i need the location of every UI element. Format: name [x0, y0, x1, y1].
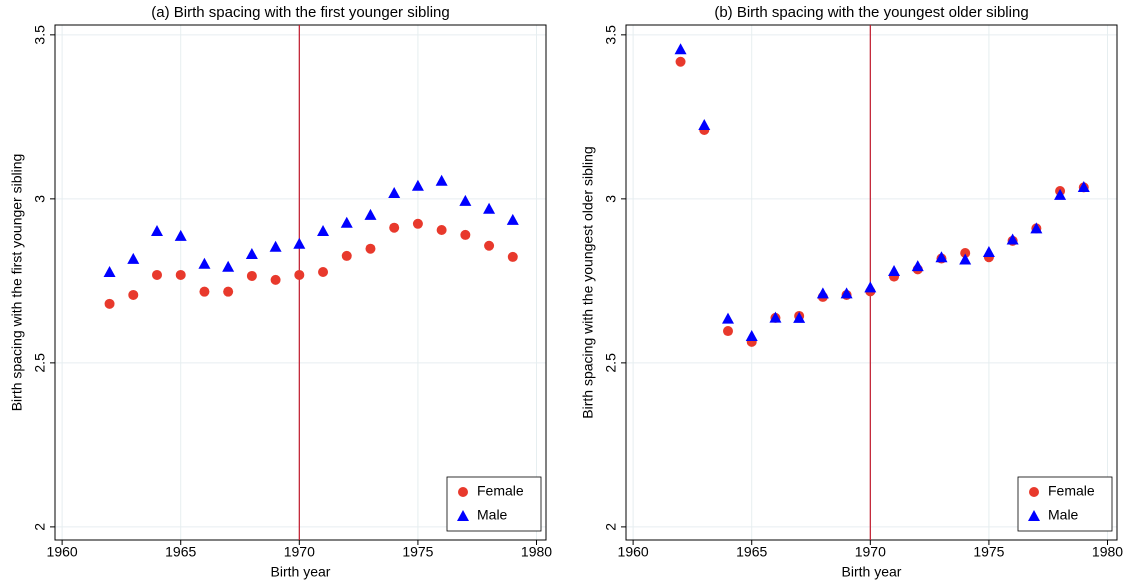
- point: [864, 281, 877, 293]
- point: [840, 287, 853, 299]
- y-axis-label: Birth spacing with the youngest older si…: [580, 146, 596, 418]
- x-tick-label: 1965: [736, 544, 767, 560]
- point: [435, 174, 448, 186]
- x-tick-label: 1970: [284, 544, 315, 560]
- y-axis-label: Birth spacing with the first younger sib…: [9, 154, 25, 412]
- legend-marker: [1029, 487, 1039, 497]
- point: [150, 225, 163, 236]
- x-tick-label: 1970: [855, 544, 886, 560]
- legend-marker: [457, 510, 469, 521]
- point: [888, 265, 901, 277]
- point: [223, 286, 234, 297]
- point: [460, 229, 471, 240]
- point: [982, 245, 995, 257]
- point: [174, 229, 187, 241]
- legend: Female Male: [1017, 476, 1113, 532]
- legend-label: Male: [1048, 507, 1079, 523]
- point: [318, 267, 329, 278]
- point: [128, 289, 139, 300]
- point: [911, 260, 924, 272]
- chart-title: (b) Birth spacing with the youngest olde…: [714, 4, 1028, 21]
- x-tick-label: 1980: [1092, 544, 1123, 560]
- point: [245, 247, 258, 259]
- point: [769, 311, 782, 323]
- point: [1077, 181, 1090, 193]
- point: [960, 247, 971, 258]
- x-tick-label: 1975: [973, 544, 1004, 560]
- point: [317, 225, 330, 236]
- x-tick-label: 1965: [165, 544, 196, 560]
- chart-title: (a) Birth spacing with the first younger…: [151, 4, 449, 21]
- point: [1030, 222, 1043, 234]
- legend-marker: [1028, 510, 1040, 521]
- point: [151, 269, 162, 280]
- point: [270, 274, 281, 285]
- point: [222, 260, 235, 272]
- y-tick-label: 2: [603, 523, 619, 531]
- point: [675, 56, 686, 67]
- point: [674, 43, 687, 55]
- point: [364, 208, 377, 220]
- point: [698, 119, 711, 131]
- x-axis-label: Birth year: [842, 564, 902, 580]
- legend-marker: [458, 487, 468, 497]
- point: [198, 257, 211, 269]
- point: [365, 243, 376, 254]
- y-tick-label: 2.5: [603, 353, 619, 373]
- x-tick-label: 1960: [47, 544, 78, 560]
- plot-frame: [54, 24, 547, 541]
- panel: (a) Birth spacing with the first younger…: [9, 4, 553, 580]
- point: [506, 213, 519, 225]
- y-tick-label: 3.5: [603, 25, 619, 45]
- point: [412, 218, 423, 229]
- x-tick-label: 1980: [521, 544, 552, 560]
- point: [793, 311, 806, 323]
- point: [959, 253, 972, 265]
- point: [459, 194, 472, 206]
- point: [1006, 233, 1019, 245]
- point: [1054, 188, 1067, 200]
- x-tick-label: 1975: [402, 544, 433, 560]
- point: [103, 266, 116, 278]
- y-tick-label: 2: [32, 523, 48, 531]
- y-tick-label: 3: [32, 195, 48, 203]
- point: [341, 250, 352, 261]
- y-tick-label: 3.5: [32, 25, 48, 45]
- point: [507, 251, 518, 262]
- y-tick-label: 2.5: [32, 353, 48, 373]
- point: [721, 312, 734, 324]
- x-tick-label: 1960: [618, 544, 649, 560]
- point: [389, 222, 400, 233]
- point: [411, 179, 424, 191]
- x-axis-label: Birth year: [271, 564, 331, 580]
- legend-label: Female: [477, 483, 524, 499]
- point: [722, 326, 733, 337]
- legend-label: Male: [477, 507, 508, 523]
- point: [340, 216, 353, 228]
- point: [246, 270, 257, 281]
- plot-frame: [625, 24, 1118, 541]
- point: [816, 287, 829, 299]
- point: [199, 286, 210, 297]
- point: [436, 225, 447, 236]
- point: [484, 240, 495, 251]
- point: [293, 237, 306, 249]
- point: [127, 252, 140, 264]
- legend-box: [1017, 476, 1113, 532]
- point: [104, 298, 115, 309]
- point: [483, 202, 496, 214]
- panel: (b) Birth spacing with the youngest olde…: [580, 4, 1124, 580]
- point: [269, 240, 282, 252]
- legend-label: Female: [1048, 483, 1095, 499]
- point: [175, 269, 186, 280]
- point: [388, 186, 401, 198]
- point: [935, 251, 948, 263]
- y-tick-label: 3: [603, 195, 619, 203]
- legend-box: [446, 476, 542, 532]
- point: [745, 329, 758, 341]
- legend: Female Male: [446, 476, 542, 532]
- point: [294, 269, 305, 280]
